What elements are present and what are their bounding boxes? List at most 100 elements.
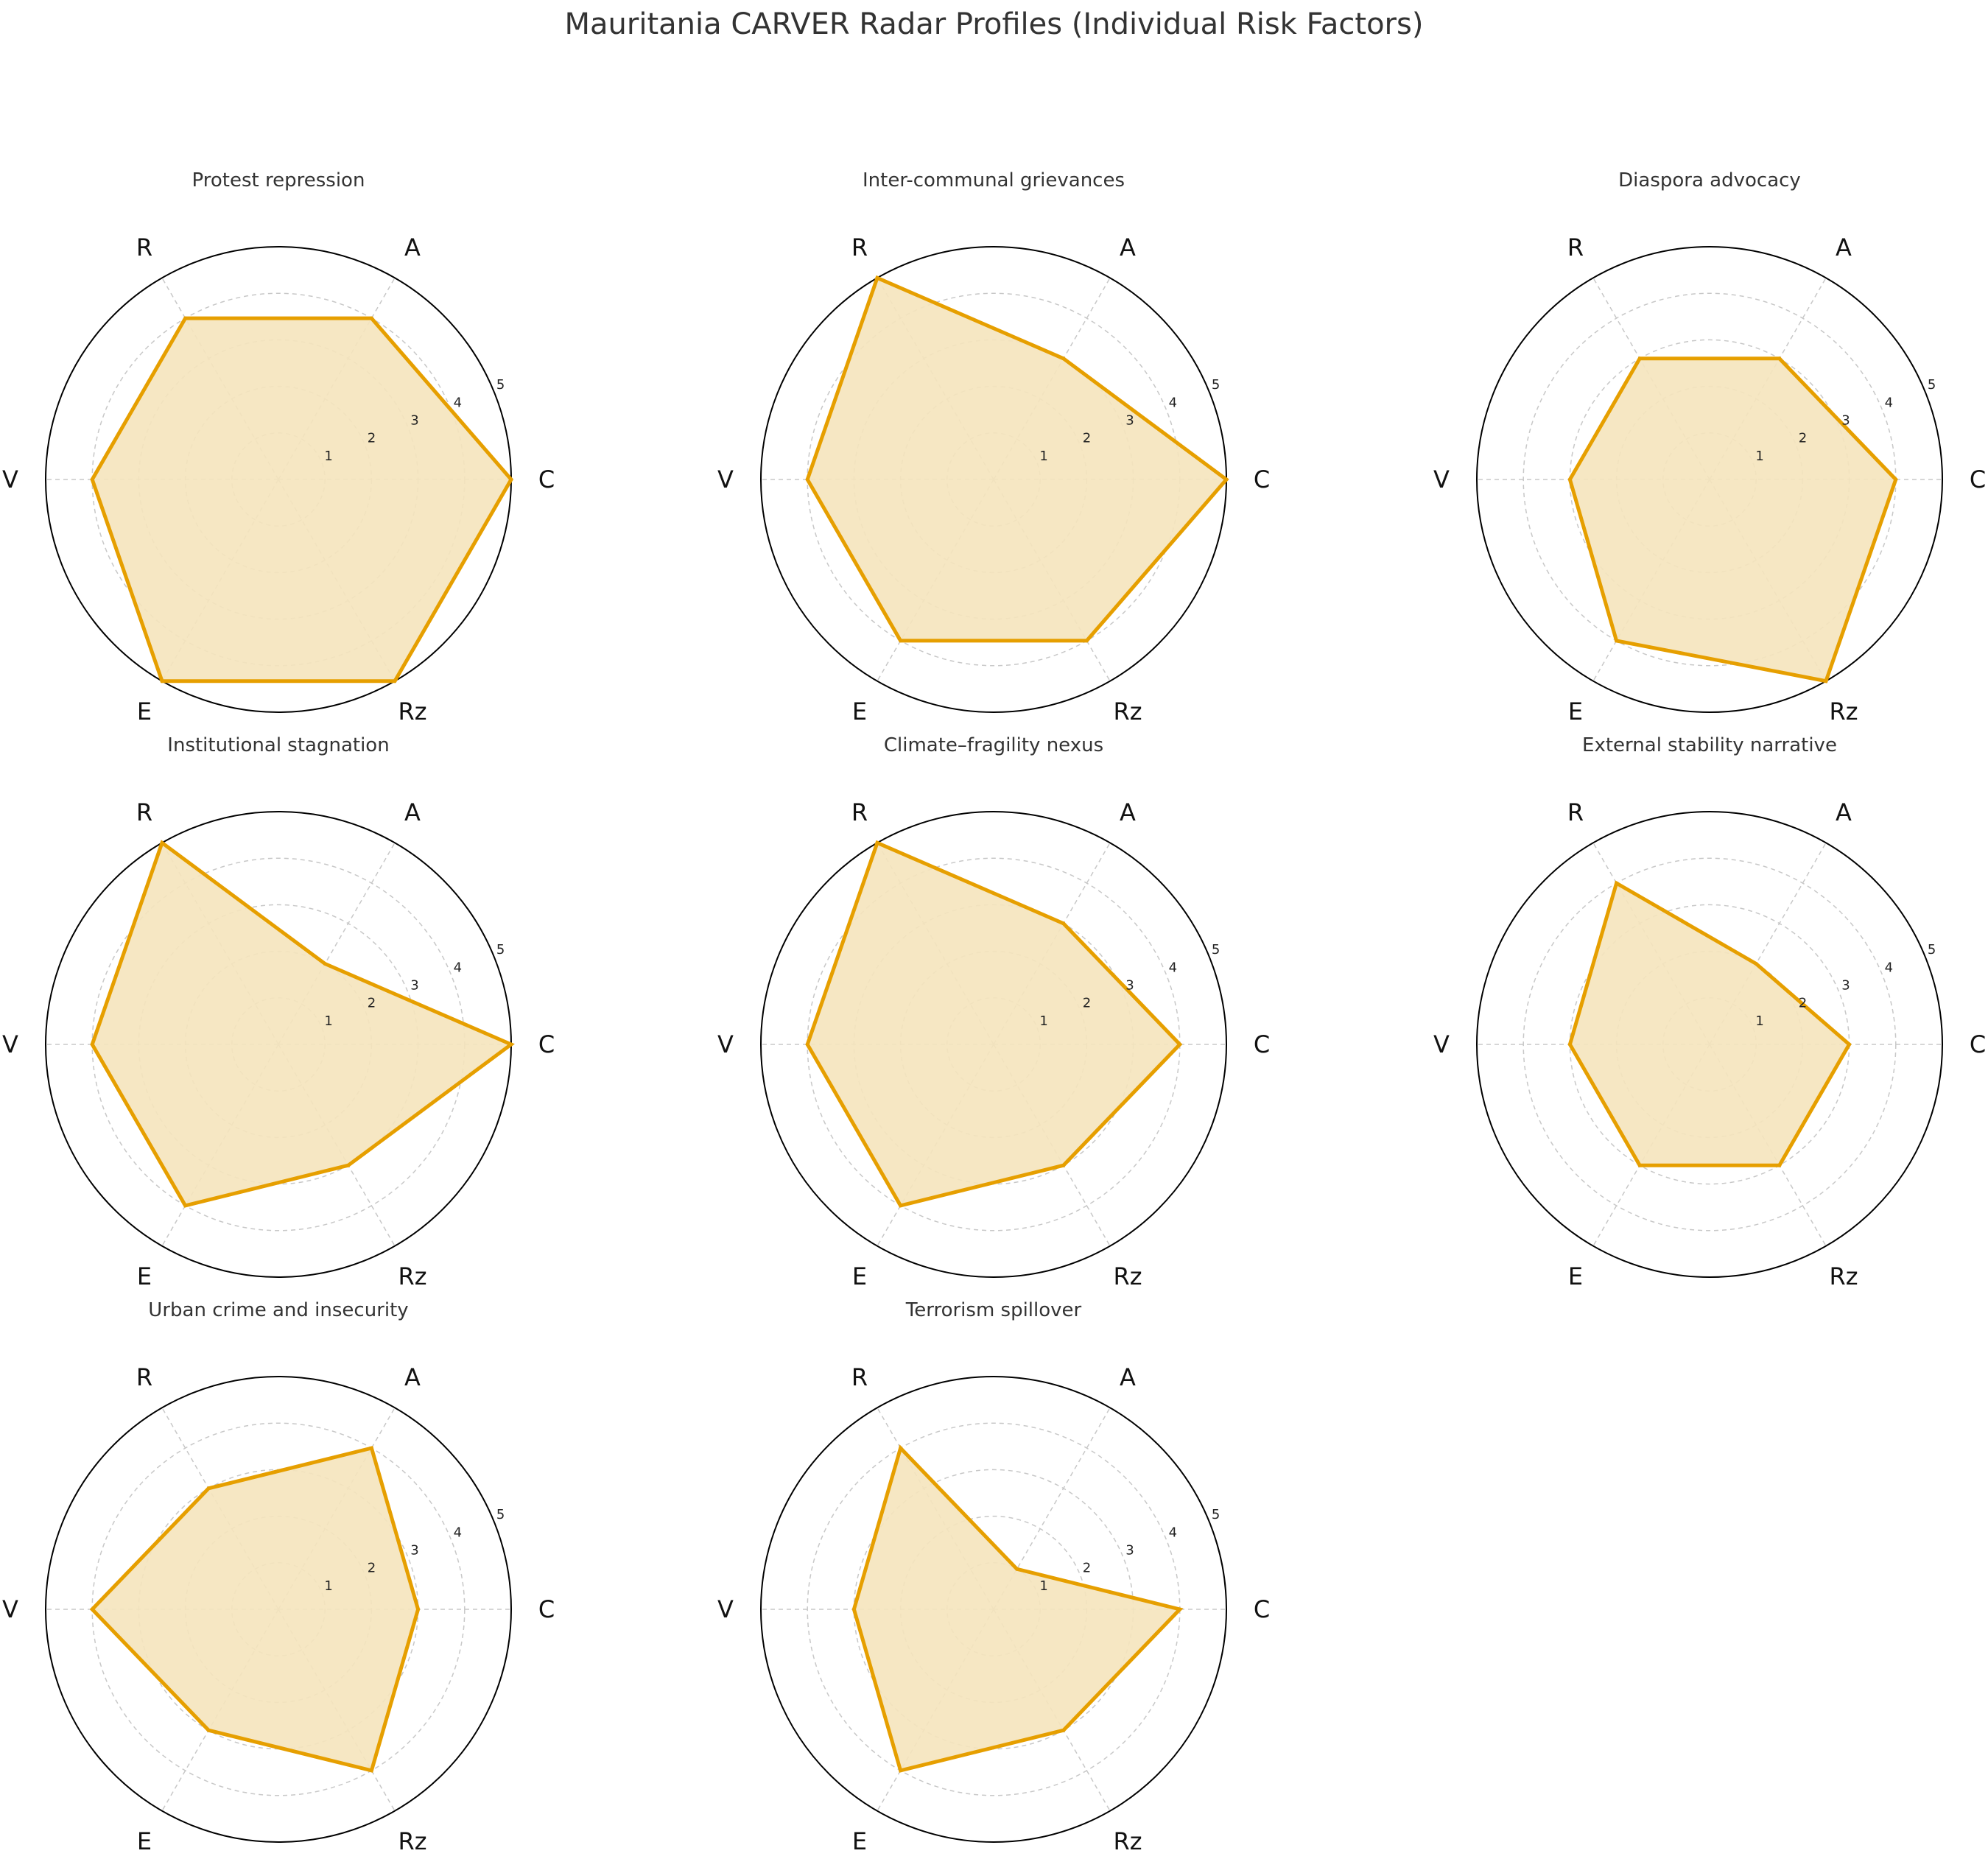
axis-label: E — [1568, 1262, 1583, 1290]
data-point — [90, 1042, 94, 1047]
radial-tick-label: 3 — [1841, 977, 1850, 993]
radial-tick-label: 5 — [1928, 942, 1936, 957]
chart-title: Diaspora advocacy — [1618, 169, 1801, 191]
axis-label: R — [1567, 798, 1584, 826]
axis-label: Rz — [1829, 1262, 1858, 1290]
spoke-line — [993, 1407, 1111, 1610]
radial-tick-label: 1 — [1039, 1578, 1047, 1594]
radial-tick-label: 5 — [1212, 1507, 1220, 1522]
radar-chart: Institutional stagnation 1 2 3 4 5 C A R V E Rz — [2, 734, 555, 1290]
axis-label: E — [852, 1262, 867, 1290]
axis-label: V — [1433, 465, 1450, 493]
radial-tick-label: 2 — [1083, 1561, 1091, 1576]
radial-tick-label: 1 — [1755, 449, 1763, 464]
data-point — [851, 1607, 856, 1612]
series-polygon — [1567, 356, 1898, 683]
radial-tick-label: 1 — [1755, 1013, 1763, 1029]
data-point — [323, 962, 327, 966]
axis-label: V — [2, 1030, 18, 1058]
data-point — [160, 840, 164, 845]
axis-label: V — [717, 1030, 734, 1058]
data-point — [1567, 1042, 1572, 1047]
radial-tick-label: 3 — [1125, 412, 1134, 428]
data-point — [875, 840, 879, 845]
radar-chart: External stability narrative 1 2 3 4 5 C A R V E Rz — [1433, 734, 1986, 1290]
axis-label: Rz — [1113, 1827, 1142, 1855]
data-point — [899, 1203, 903, 1208]
axis-label: V — [2, 1595, 18, 1623]
radial-tick-label: 4 — [1885, 395, 1893, 410]
axis-label: A — [1120, 233, 1136, 261]
data-point — [90, 477, 94, 482]
data-point — [416, 1607, 421, 1612]
radial-tick-label: 1 — [324, 1013, 332, 1029]
axis-label: E — [137, 1827, 152, 1855]
axis-label: A — [1120, 1363, 1136, 1391]
axis-label: Rz — [1113, 697, 1142, 725]
chart-title: Terrorism spillover — [905, 1299, 1082, 1321]
axis-label: Rz — [398, 697, 426, 725]
outer-frame — [45, 1376, 512, 1843]
data-point — [805, 1042, 809, 1047]
data-point — [1847, 1042, 1852, 1047]
radial-tick-label: 3 — [1125, 977, 1134, 993]
outer-frame — [760, 1376, 1227, 1843]
axis-label: A — [404, 1363, 421, 1391]
axis-label: C — [1970, 465, 1986, 493]
radial-tick-label: 5 — [496, 1507, 505, 1522]
radial-tick-label: 4 — [1169, 395, 1177, 410]
axis-label: R — [1567, 233, 1584, 261]
axis-label: R — [851, 233, 868, 261]
data-point — [1015, 1567, 1019, 1571]
axis-label: E — [852, 697, 867, 725]
radial-tick-label: 5 — [496, 942, 505, 957]
series-polygon — [851, 1444, 1184, 1773]
data-point — [509, 477, 513, 482]
data-point — [369, 316, 373, 320]
axis-label: A — [404, 798, 421, 826]
outer-frame — [1476, 811, 1943, 1278]
data-point — [1637, 1163, 1642, 1167]
series-polygon — [90, 316, 514, 683]
data-point — [899, 639, 903, 643]
axis-label: C — [538, 1030, 555, 1058]
data-point — [1061, 1163, 1066, 1167]
data-point — [509, 1042, 513, 1047]
spoke-line — [278, 842, 396, 1045]
axis-label: Rz — [1113, 1262, 1142, 1290]
axis-label: A — [404, 233, 421, 261]
data-point — [1754, 962, 1758, 966]
axis-label: A — [1836, 233, 1852, 261]
data-point — [805, 477, 809, 482]
radial-tick-label: 2 — [368, 1561, 376, 1576]
radial-tick-label: 4 — [454, 395, 462, 410]
radial-tick-label: 5 — [1212, 377, 1220, 393]
axis-label: V — [717, 1595, 734, 1623]
radar-chart: Climate–fragility nexus 1 2 3 4 5 C A R V E Rz — [717, 734, 1270, 1290]
axis-label: R — [136, 798, 152, 826]
data-point — [1615, 881, 1619, 885]
data-point — [1615, 639, 1619, 643]
radial-tick-label: 5 — [1212, 942, 1220, 957]
series-polygon — [805, 275, 1229, 643]
chart-title: Climate–fragility nexus — [884, 734, 1103, 756]
axis-label: Rz — [1829, 697, 1858, 725]
radar-chart: Diaspora advocacy 1 2 3 4 5 C A R V E Rz — [1433, 169, 1986, 725]
axis-label: R — [851, 798, 868, 826]
data-point — [160, 679, 164, 683]
data-point — [899, 1446, 903, 1450]
chart-title: Protest repression — [192, 169, 365, 191]
data-point — [369, 1446, 373, 1450]
axis-label: C — [1254, 465, 1270, 493]
data-point — [206, 1486, 211, 1491]
data-point — [346, 1163, 351, 1167]
chart-title: Inter-communal grievances — [863, 169, 1125, 191]
chart-title: External stability narrative — [1582, 734, 1837, 756]
data-point — [1061, 921, 1066, 926]
axis-label: C — [538, 1595, 555, 1623]
radial-tick-label: 2 — [1083, 431, 1091, 446]
radial-tick-label: 5 — [496, 377, 505, 393]
series-polygon — [90, 840, 515, 1208]
radar-chart: Protest repression 1 2 3 4 5 C A R V E Rz — [2, 169, 555, 725]
radar-chart: Terrorism spillover 1 2 3 4 5 C A R V E Rz — [717, 1299, 1270, 1855]
